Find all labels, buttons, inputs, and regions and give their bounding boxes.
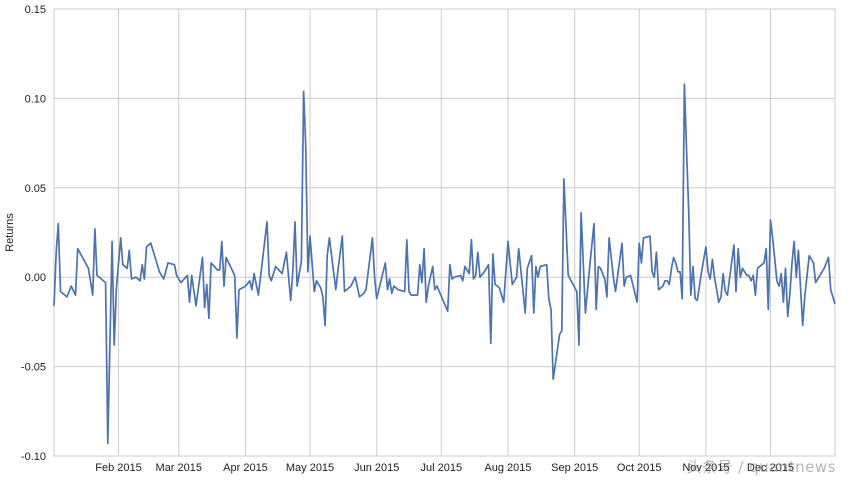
y-tick-label: 0.10 xyxy=(25,93,46,105)
y-tick-label: 0.00 xyxy=(25,272,46,284)
y-axis-title: Returns xyxy=(4,213,16,252)
y-tick-label: 0.15 xyxy=(25,4,46,16)
x-tick-label: Jul 2015 xyxy=(420,462,462,474)
x-tick-label: Sep 2015 xyxy=(551,462,598,474)
x-tick-label: Jun 2015 xyxy=(354,462,399,474)
y-tick-label: 0.05 xyxy=(25,183,46,195)
x-tick-labels: Feb 2015 Mar 2015 Apr 2015 May 2015 Jun 2015… xyxy=(95,462,794,474)
y-tick-label: -0.05 xyxy=(21,362,46,374)
x-tick-label: Nov 2015 xyxy=(682,462,729,474)
series-layer xyxy=(53,83,836,445)
y-tick-labels: -0.10 -0.05 0.00 0.05 0.10 0.15 xyxy=(21,4,46,463)
x-tick-label: Dec 2015 xyxy=(747,462,794,474)
x-tick-label: Oct 2015 xyxy=(617,462,662,474)
x-tick-label: Apr 2015 xyxy=(223,462,268,474)
y-gridlines xyxy=(54,8,835,457)
plot-area xyxy=(53,8,836,457)
y-tick-label: -0.10 xyxy=(21,451,46,463)
x-tick-label: May 2015 xyxy=(286,462,334,474)
x-tick-label: Mar 2015 xyxy=(156,462,202,474)
x-tick-label: Feb 2015 xyxy=(95,462,141,474)
returns-series-line xyxy=(53,83,836,445)
watermark: 头条号 / quantnews xyxy=(686,458,836,476)
x-tick-label: Aug 2015 xyxy=(484,462,531,474)
